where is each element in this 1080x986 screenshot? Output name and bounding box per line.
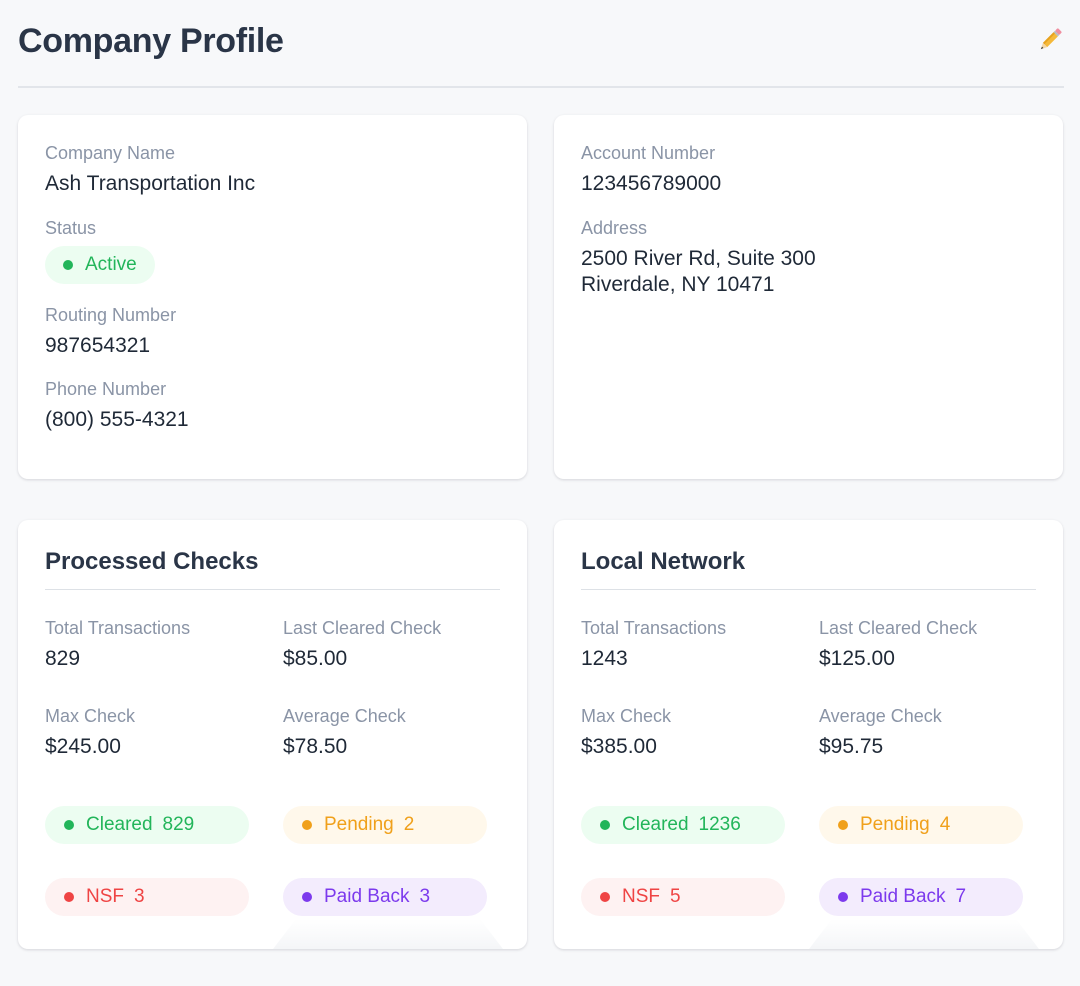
company-info-card: Company Name Ash Transportation Inc Stat… <box>18 115 527 479</box>
status-text: Active <box>85 254 137 275</box>
routing-field: Routing Number 987654321 <box>45 304 176 359</box>
nsf-dot-icon <box>64 892 74 902</box>
divider <box>581 589 1036 590</box>
average-check-stat: Average Check $95.75 <box>819 705 942 760</box>
pending-badge[interactable]: Pending 2 <box>283 806 487 844</box>
total-transactions-stat: Total Transactions 1243 <box>581 617 726 672</box>
address-label: Address <box>581 218 648 238</box>
average-check-value: $95.75 <box>819 735 884 758</box>
paid-back-label: Paid Back <box>324 886 410 907</box>
cleared-label: Cleared <box>86 814 153 835</box>
average-check-label: Average Check <box>819 706 942 726</box>
account-label: Account Number <box>581 143 716 163</box>
account-field: Account Number 123456789000 <box>581 142 721 197</box>
paid-back-badge[interactable]: Paid Back 3 <box>283 878 487 916</box>
status-dot-icon <box>63 260 73 270</box>
processed-checks-title: Processed Checks <box>45 548 259 575</box>
pending-count: 2 <box>403 814 415 835</box>
page-header: Company Profile <box>18 0 1064 88</box>
nsf-count: 3 <box>134 886 145 907</box>
cleared-count: 829 <box>162 814 195 835</box>
last-cleared-label: Last Cleared Check <box>819 618 978 638</box>
phone-field: Phone Number (800) 555-4321 <box>45 378 189 433</box>
paid-back-label: Paid Back <box>860 886 946 907</box>
max-check-label: Max Check <box>581 706 672 726</box>
shadow-decoration <box>809 919 1039 949</box>
last-cleared-value: $125.00 <box>819 647 895 670</box>
status-label: Status <box>45 218 97 238</box>
last-cleared-value: $85.00 <box>283 647 348 670</box>
cleared-badge[interactable]: Cleared 1236 <box>581 806 785 844</box>
page-title: Company Profile <box>18 22 284 60</box>
cleared-dot-icon <box>64 820 74 830</box>
nsf-label: NSF <box>86 886 124 907</box>
paid-back-badge[interactable]: Paid Back 7 <box>819 878 1023 916</box>
pending-dot-icon <box>302 820 312 830</box>
account-value: 123456789000 <box>581 172 722 195</box>
total-transactions-value: 829 <box>45 647 81 670</box>
edit-button[interactable] <box>1036 26 1064 54</box>
processed-checks-card: Processed Checks Total Transactions 829 … <box>18 520 527 949</box>
company-name-field: Company Name Ash Transportation Inc <box>45 142 255 197</box>
total-transactions-label: Total Transactions <box>581 618 727 638</box>
divider <box>45 589 500 590</box>
pending-badge[interactable]: Pending 4 <box>819 806 1023 844</box>
max-check-stat: Max Check $385.00 <box>581 705 671 760</box>
paid-back-count: 7 <box>955 886 967 907</box>
nsf-badge[interactable]: NSF 5 <box>581 878 785 916</box>
average-check-value: $78.50 <box>283 735 348 758</box>
local-network-card: Local Network Total Transactions 1243 La… <box>554 520 1063 949</box>
paid-back-dot-icon <box>302 892 312 902</box>
pending-label: Pending <box>324 814 394 835</box>
nsf-badge[interactable]: NSF 3 <box>45 878 249 916</box>
max-check-label: Max Check <box>45 706 136 726</box>
pending-dot-icon <box>838 820 848 830</box>
paid-back-count: 3 <box>419 886 431 907</box>
routing-value: 987654321 <box>45 334 151 357</box>
nsf-label: NSF <box>622 886 660 907</box>
cleared-count: 1236 <box>698 814 741 835</box>
phone-label: Phone Number <box>45 379 167 399</box>
nsf-dot-icon <box>600 892 610 902</box>
total-transactions-stat: Total Transactions 829 <box>45 617 190 672</box>
company-name-value: Ash Transportation Inc <box>45 172 256 195</box>
max-check-stat: Max Check $245.00 <box>45 705 135 760</box>
last-cleared-stat: Last Cleared Check $85.00 <box>283 617 441 672</box>
max-check-value: $385.00 <box>581 735 657 758</box>
routing-label: Routing Number <box>45 305 177 325</box>
pending-count: 4 <box>939 814 951 835</box>
cleared-dot-icon <box>600 820 610 830</box>
average-check-label: Average Check <box>283 706 406 726</box>
total-transactions-value: 1243 <box>581 647 628 670</box>
average-check-stat: Average Check $78.50 <box>283 705 406 760</box>
company-name-label: Company Name <box>45 143 176 163</box>
address-line1: 2500 River Rd, Suite 300 <box>581 247 816 270</box>
last-cleared-stat: Last Cleared Check $125.00 <box>819 617 977 672</box>
phone-value: (800) 555-4321 <box>45 408 189 431</box>
shadow-decoration <box>273 919 503 949</box>
cleared-badge[interactable]: Cleared 829 <box>45 806 249 844</box>
account-info-card: Account Number 123456789000 Address 2500… <box>554 115 1063 479</box>
pencil-icon <box>1040 28 1062 50</box>
status-field: Status Active <box>45 217 155 284</box>
status-badge: Active <box>45 246 155 284</box>
nsf-count: 5 <box>670 886 681 907</box>
pending-label: Pending <box>860 814 930 835</box>
max-check-value: $245.00 <box>45 735 121 758</box>
paid-back-dot-icon <box>838 892 848 902</box>
local-network-title: Local Network <box>581 548 746 575</box>
cleared-label: Cleared <box>622 814 689 835</box>
total-transactions-label: Total Transactions <box>45 618 191 638</box>
address-field: Address 2500 River Rd, Suite 300 Riverda… <box>581 217 816 298</box>
address-line2: Riverdale, NY 10471 <box>581 273 775 296</box>
last-cleared-label: Last Cleared Check <box>283 618 442 638</box>
